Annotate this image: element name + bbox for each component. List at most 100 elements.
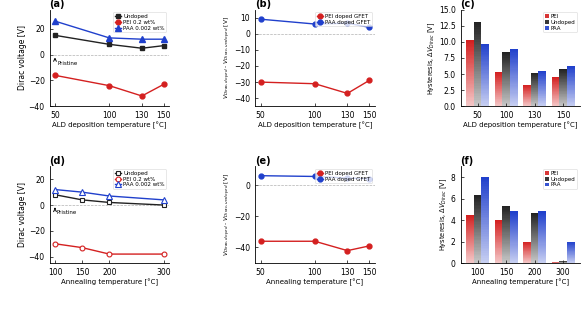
Bar [466, 84, 474, 85]
Bar [510, 212, 518, 214]
Bar [531, 100, 539, 101]
Bar [567, 68, 575, 69]
Bar [466, 225, 474, 226]
Bar [474, 54, 482, 55]
Bar [531, 99, 539, 100]
Bar [502, 78, 510, 79]
Bar [466, 91, 474, 92]
Bar [531, 89, 539, 90]
Bar [482, 53, 489, 54]
Bar [523, 246, 531, 247]
Bar [466, 252, 474, 253]
Bar [567, 104, 575, 105]
Bar [510, 51, 518, 52]
Bar [494, 226, 502, 227]
Y-axis label: $V_{Dirac,doped}$ - $V_{Dirac,undoped}$ [V]: $V_{Dirac,doped}$ - $V_{Dirac,undoped}$ … [223, 16, 233, 99]
Bar [466, 241, 474, 242]
Bar [494, 227, 502, 228]
Bar [494, 258, 502, 259]
Bar [482, 48, 489, 49]
Bar [567, 242, 575, 243]
Bar [567, 258, 575, 259]
Bar [502, 92, 510, 93]
Bar [474, 233, 482, 235]
Bar [466, 255, 474, 256]
Bar [482, 262, 489, 263]
Bar [482, 203, 489, 204]
Bar [510, 50, 518, 51]
Bar [466, 216, 474, 217]
Bar [502, 242, 510, 243]
Bar [510, 57, 518, 58]
Bar [466, 72, 474, 74]
Bar [474, 40, 482, 42]
Bar [559, 83, 567, 84]
Bar [531, 87, 539, 88]
Bar [474, 88, 482, 89]
Bar [494, 247, 502, 248]
Bar [510, 234, 518, 235]
Bar [531, 97, 539, 98]
Bar [494, 255, 502, 256]
Bar [510, 226, 518, 227]
Bar [539, 217, 546, 218]
Bar [474, 224, 482, 225]
Bar [482, 74, 489, 75]
Bar [474, 79, 482, 81]
Bar [510, 219, 518, 220]
Bar [531, 222, 539, 223]
Bar [531, 232, 539, 233]
Bar [502, 213, 510, 214]
Bar [523, 259, 531, 260]
Bar [510, 243, 518, 244]
Bar [494, 262, 502, 263]
Bar [502, 249, 510, 250]
Bar [494, 82, 502, 83]
Bar [523, 98, 531, 99]
Bar [510, 60, 518, 61]
Bar [523, 256, 531, 257]
Legend: PEI doped GFET, PAA doped GFET: PEI doped GFET, PAA doped GFET [315, 12, 372, 26]
Bar [466, 261, 474, 262]
PAA doped GFET [344, 21, 351, 25]
Bar [539, 257, 546, 258]
Bar [466, 75, 474, 76]
Bar [531, 77, 539, 78]
Bar [567, 244, 575, 245]
Bar [482, 227, 489, 229]
Bar [466, 260, 474, 261]
Bar [466, 68, 474, 69]
Bar [531, 93, 539, 94]
Bar [474, 96, 482, 98]
Bar [502, 105, 510, 106]
Bar [474, 23, 482, 25]
Bar [552, 102, 559, 103]
Bar [494, 98, 502, 99]
Bar [552, 104, 559, 105]
Bar [502, 75, 510, 76]
Bar [466, 49, 474, 50]
Bar [482, 211, 489, 213]
Bar [494, 78, 502, 79]
Bar [466, 229, 474, 230]
Bar [482, 189, 489, 191]
Bar [466, 249, 474, 250]
Bar [510, 256, 518, 257]
Bar [494, 248, 502, 249]
Bar [531, 228, 539, 229]
Text: (b): (b) [255, 0, 271, 9]
Bar [482, 177, 489, 179]
Undoped [51, 193, 58, 197]
Bar [482, 218, 489, 220]
Bar [510, 97, 518, 98]
Bar [494, 83, 502, 84]
Bar [494, 231, 502, 232]
Bar [510, 244, 518, 246]
Bar [474, 197, 482, 198]
Bar [502, 103, 510, 104]
Bar [559, 88, 567, 89]
Bar [494, 251, 502, 252]
Bar [474, 73, 482, 74]
Bar [510, 98, 518, 100]
Bar [552, 90, 559, 91]
